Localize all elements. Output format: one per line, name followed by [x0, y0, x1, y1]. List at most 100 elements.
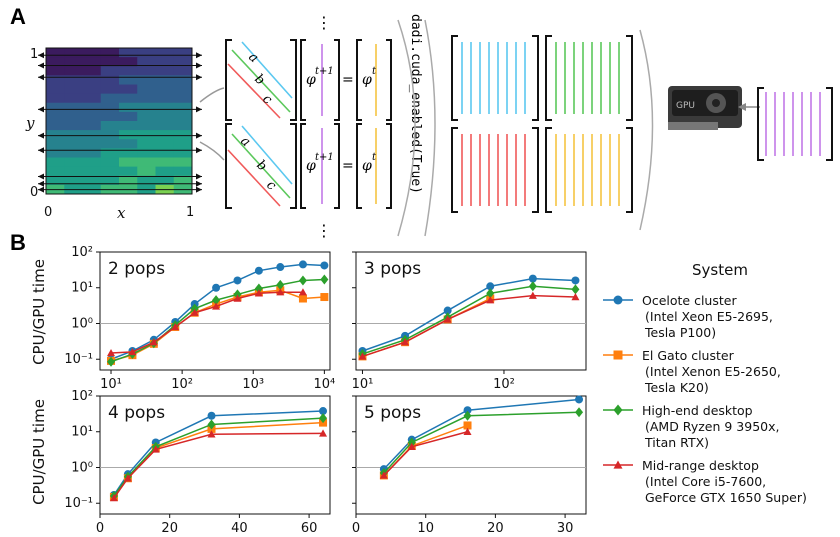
heatmap-cell	[100, 148, 120, 158]
heatmap-cell	[173, 130, 193, 140]
chart-title: 4 pops	[108, 403, 165, 423]
batch-bracket-left	[545, 127, 552, 213]
heatmap-cell	[46, 102, 65, 113]
series-mid-range-desktop	[107, 288, 307, 357]
arrow-right	[196, 74, 202, 81]
data-point	[254, 283, 263, 294]
batch-bracket-right	[532, 35, 539, 121]
heatmap-cell	[100, 175, 120, 186]
heatmap-cell	[46, 48, 65, 58]
arrow-right	[196, 62, 202, 69]
heatmap-cell	[137, 166, 156, 177]
legend-item: Mid-range desktop(Intel Core i5-7600,GeF…	[603, 458, 807, 505]
x-tick-label: 10²	[171, 377, 193, 392]
heatmap-cell	[100, 139, 120, 149]
heatmap-cell	[173, 93, 193, 104]
data-point	[107, 348, 116, 357]
heatmap-cell	[155, 102, 175, 113]
heatmap-cell	[100, 48, 120, 58]
heatmap-cell	[173, 111, 193, 122]
series-line	[110, 291, 303, 354]
heatmap-cell	[155, 139, 175, 149]
heatmap-cell	[46, 57, 65, 67]
x-tick-label: 0	[96, 521, 104, 536]
x-tick-label: 10³	[242, 377, 264, 392]
y-tick-label: 10⁻¹	[64, 496, 93, 511]
heatmap-cell	[173, 57, 193, 67]
legend-label: (AMD Ryzen 9 3950x,	[645, 419, 779, 434]
data-point	[575, 407, 584, 418]
series-line	[383, 411, 580, 474]
heatmap-cell	[119, 102, 138, 113]
heatmap-cell	[82, 57, 102, 67]
legend-swatch-marker	[613, 404, 623, 416]
vdots-bottom: ⋮	[316, 221, 332, 240]
data-point	[401, 338, 410, 346]
data-point	[407, 442, 416, 450]
gpu-card-label: GPU	[676, 101, 695, 111]
matrix-a-next-label: a	[237, 134, 253, 150]
code-bracket-left	[397, 19, 416, 237]
arrow-right	[196, 186, 202, 193]
x-tick-label: 10¹	[100, 377, 122, 392]
data-point	[190, 308, 199, 316]
heatmap-cell	[100, 102, 120, 113]
series-el-gato-cluster	[109, 418, 328, 501]
heatmap-cell	[46, 66, 65, 76]
equals-1: =	[342, 72, 354, 88]
legend-label: Tesla P100)	[644, 325, 716, 340]
batch-bracket-right	[626, 127, 633, 213]
heatmap-cell	[119, 175, 138, 186]
heatmap-cell	[64, 157, 83, 168]
legend-label: Titan RTX)	[644, 435, 709, 450]
y-tick-label: 10⁻¹	[64, 352, 93, 367]
chart-3: 10⁻¹ 10⁰ 10¹ 10² 0 20 40 60 4 pops	[64, 389, 331, 536]
heatmap-cell	[137, 57, 156, 67]
heatmap-cell	[46, 166, 65, 177]
heatmap-cell	[119, 166, 138, 177]
phi-label-4: φ	[362, 158, 372, 174]
heatmap-cell	[64, 166, 83, 177]
heatmap-cell	[46, 93, 65, 104]
gpu-bracket	[639, 29, 654, 231]
ylabel-bottom: CPU/GPU time	[30, 399, 48, 505]
legend-label: GeForce GTX 1650 Super)	[645, 490, 807, 505]
heatmap-cell	[155, 84, 175, 95]
legend-swatch-marker	[613, 460, 623, 469]
heatmap-cell	[46, 130, 65, 140]
series-line	[113, 432, 324, 499]
chart-title: 2 pops	[108, 259, 165, 279]
heatmap-cell	[46, 148, 65, 158]
heatmap-y1-tick: 1	[30, 47, 38, 62]
series-line	[383, 431, 468, 476]
arrow-left	[38, 62, 44, 69]
chart-frame	[355, 251, 587, 371]
data-point	[571, 284, 580, 295]
heatmap-cell	[82, 166, 102, 177]
data-point	[528, 281, 537, 292]
chart-title: 5 pops	[364, 403, 421, 423]
data-point	[571, 293, 580, 301]
arrow-right	[196, 180, 202, 187]
data-point	[571, 276, 580, 285]
heatmap-cell	[119, 139, 138, 149]
data-point	[212, 302, 221, 310]
heatmap-cell	[137, 84, 156, 95]
heatmap-cell	[173, 75, 193, 85]
data-point	[109, 494, 118, 502]
heatmap-grid	[45, 47, 193, 195]
batch-bracket-right	[626, 35, 633, 121]
series-line	[113, 417, 324, 497]
data-point	[463, 410, 472, 421]
equals-2: =	[342, 158, 354, 174]
heatmap-cell	[64, 121, 83, 131]
batched-matrices	[451, 35, 633, 213]
data-point	[276, 279, 285, 290]
y-tick-label: 10²	[71, 245, 93, 260]
x-tick-label: 0	[352, 521, 360, 536]
heatmap-cell	[64, 111, 83, 122]
chart-frame	[355, 395, 587, 515]
series-mid-range-desktop	[109, 429, 328, 502]
x-tick-label: 10	[417, 521, 434, 536]
heatmap-cell	[173, 175, 193, 186]
